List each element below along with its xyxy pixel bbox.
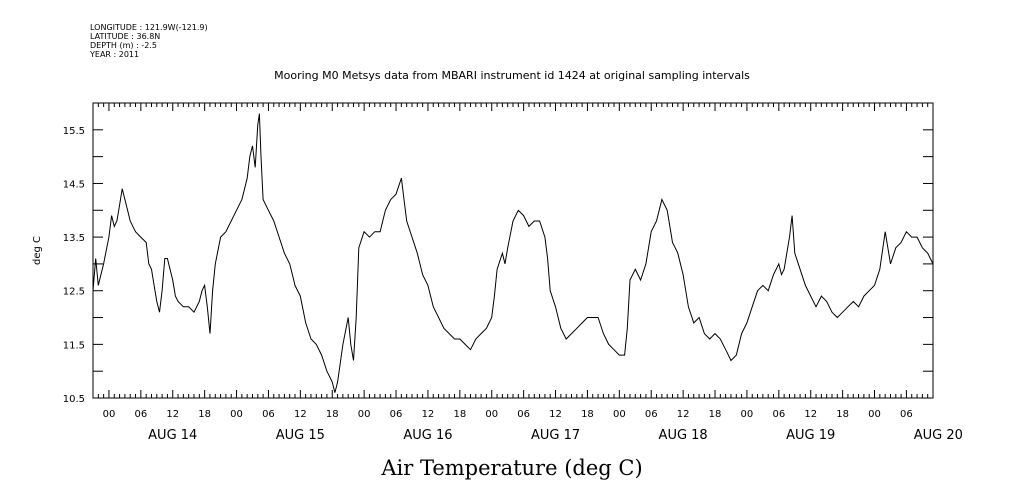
y-axis-label: deg C [32, 236, 43, 265]
x-tick-label: 18 [453, 409, 466, 420]
x-day-label: AUG 18 [659, 428, 708, 443]
x-tick-label: 18 [326, 409, 339, 420]
axis-ticks [92, 102, 934, 399]
x-tick-label: 00 [485, 409, 498, 420]
x-tick-label: 00 [358, 409, 371, 420]
x-tick-label: 00 [103, 409, 116, 420]
y-tick-label: 13.5 [63, 233, 85, 244]
y-tick-label: 11.5 [63, 340, 85, 351]
x-tick-label: 06 [772, 409, 785, 420]
year-text: YEAR : 2011 [90, 50, 140, 59]
longitude-text: LONGITUDE : 121.9W(-121.9) [90, 23, 208, 32]
x-tick-label: 12 [549, 409, 562, 420]
x-day-label: AUG 16 [403, 428, 452, 443]
x-tick-label: 12 [166, 409, 179, 420]
x-tick-label: 06 [645, 409, 658, 420]
x-tick-label: 12 [804, 409, 817, 420]
x-axis-label: Air Temperature (deg C) [380, 456, 642, 480]
x-tick-label: 12 [294, 409, 307, 420]
x-day-label: AUG 14 [148, 428, 197, 443]
plot-frame [92, 102, 934, 399]
x-tick-label: 12 [422, 409, 435, 420]
y-tick-label: 14.5 [63, 179, 85, 190]
x-tick-label: 06 [900, 409, 913, 420]
x-day-label: AUG 15 [276, 428, 325, 443]
series-line [92, 113, 934, 393]
x-tick-label: 18 [198, 409, 211, 420]
x-tick-label: 06 [390, 409, 403, 420]
x-tick-label: 00 [868, 409, 881, 420]
y-tick-label: 15.5 [63, 126, 85, 137]
x-day-label: AUG 19 [786, 428, 835, 443]
y-tick-label: 10.5 [63, 394, 85, 405]
depth-text: DEPTH (m) : -2.5 [90, 41, 157, 50]
x-tick-label: 00 [230, 409, 243, 420]
y-tick-label: 12.5 [63, 287, 85, 298]
latitude-text: LATITUDE : 36.8N [90, 32, 161, 41]
x-day-label: AUG 17 [531, 428, 580, 443]
x-tick-label: 06 [262, 409, 275, 420]
chart-title: Mooring M0 Metsys data from MBARI instru… [274, 69, 750, 82]
x-tick-label: 00 [613, 409, 626, 420]
x-tick-label: 18 [709, 409, 722, 420]
x-tick-label: 00 [741, 409, 754, 420]
x-tick-label: 06 [134, 409, 147, 420]
x-day-label: AUG 20 [914, 428, 963, 443]
x-tick-label: 06 [517, 409, 530, 420]
metadata-block: LONGITUDE : 121.9W(-121.9) LATITUDE : 36… [90, 23, 208, 59]
x-tick-label: 18 [836, 409, 849, 420]
axis-tick-labels: 00 06 12 18 00 06 12 18 00 06 12 18 00 06 12 18 00 06 12 18… [63, 126, 963, 443]
x-tick-label: 12 [677, 409, 690, 420]
x-tick-label: 18 [581, 409, 594, 420]
